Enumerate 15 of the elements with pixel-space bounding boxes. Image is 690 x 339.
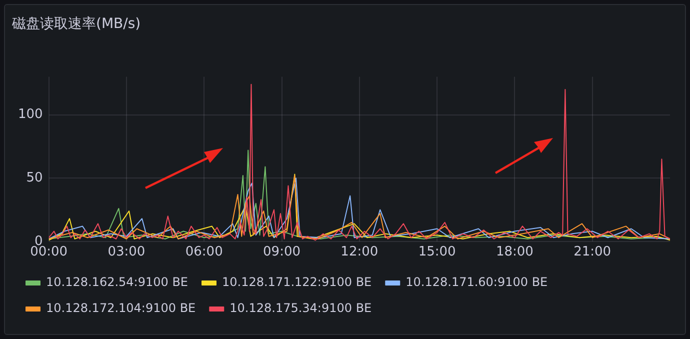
legend-label: 10.128.172.104:9100 BE (46, 301, 196, 316)
legend-label: 10.128.171.122:9100 BE (222, 275, 372, 290)
chart-title: 磁盘读取速率(MB/s) (11, 16, 141, 32)
x-tick-label: 09:00 (263, 244, 300, 260)
x-tick-label: 21:00 (574, 244, 612, 260)
x-tick-label: 12:00 (340, 244, 378, 260)
x-tick-label: 15:00 (418, 244, 456, 260)
x-tick-label: 03:00 (108, 244, 146, 260)
legend-label: 10.128.175.34:9100 BE (230, 301, 372, 316)
x-tick-label: 18:00 (496, 244, 534, 260)
y-tick-label: 50 (26, 170, 43, 186)
legend-label: 10.128.162.54:9100 BE (46, 275, 188, 290)
x-tick-label: 06:00 (185, 244, 223, 260)
legend-label: 10.128.171.60:9100 BE (406, 275, 548, 290)
y-tick-label: 100 (18, 107, 43, 122)
